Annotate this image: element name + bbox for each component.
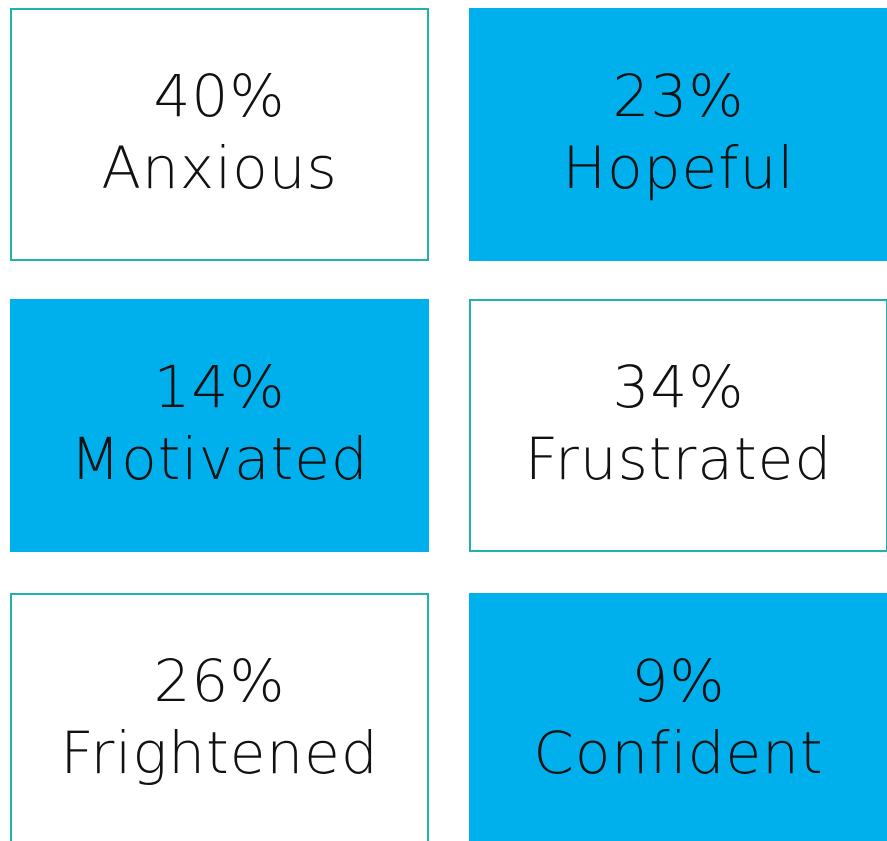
stat-value: 14%: [153, 352, 286, 421]
stat-label: Confident: [533, 718, 824, 787]
stat-label: Anxious: [101, 133, 338, 202]
stat-value: 34%: [612, 352, 745, 421]
stat-value: 40%: [153, 61, 286, 130]
stat-label: Frustrated: [524, 424, 833, 493]
stat-tile: 9% Confident: [469, 593, 887, 841]
stat-label: Motivated: [70, 424, 369, 493]
stat-tile: 26% Frightened: [10, 593, 429, 841]
stat-value: 26%: [153, 646, 286, 715]
stat-tile: 14% Motivated: [10, 299, 429, 552]
stat-tile: 34% Frustrated: [469, 299, 887, 552]
stat-tile: 40% Anxious: [10, 8, 429, 261]
stat-tile: 23% Hopeful: [469, 8, 887, 261]
stat-value: 9%: [631, 646, 726, 715]
stat-value: 23%: [612, 61, 745, 130]
stat-label: Frightened: [60, 718, 379, 787]
stat-label: Hopeful: [562, 133, 795, 202]
